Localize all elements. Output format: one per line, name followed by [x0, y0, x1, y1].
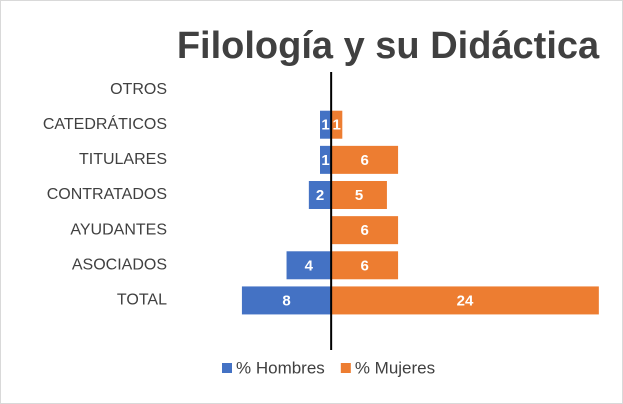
y-tick-label: AYUDANTES	[70, 221, 167, 238]
legend-label: % Mujeres	[355, 358, 435, 377]
bar	[331, 251, 399, 280]
data-label: 6	[360, 222, 368, 239]
legend-swatch	[340, 363, 351, 373]
data-label: 4	[305, 257, 314, 274]
bar	[286, 251, 332, 280]
bar	[320, 110, 332, 139]
bar	[331, 145, 399, 174]
y-tick-label: CONTRATADOS	[47, 186, 167, 203]
bar	[320, 145, 332, 174]
y-tick-label: TITULARES	[79, 151, 167, 168]
y-tick-label: CATEDRÁTICOS	[43, 114, 167, 133]
data-label: 24	[457, 292, 474, 309]
y-tick-label: ASOCIADOS	[72, 257, 167, 274]
data-label: 6	[360, 257, 368, 274]
bar	[331, 181, 387, 209]
data-label: 1	[333, 117, 341, 134]
data-label: 1	[321, 152, 329, 169]
data-label: 2	[316, 187, 324, 204]
legend-swatch	[222, 363, 232, 373]
bar	[331, 286, 599, 315]
data-label: 1	[321, 117, 329, 134]
bar	[308, 181, 332, 209]
y-tick-label: TOTAL	[117, 292, 167, 309]
y-tick-label: OTROS	[110, 81, 167, 98]
data-label: 8	[282, 292, 290, 309]
data-label: 0	[331, 82, 339, 99]
data-label: 6	[360, 152, 368, 169]
legend-label: % Hombres	[236, 358, 325, 377]
bar	[241, 286, 332, 315]
data-label: 5	[355, 187, 363, 204]
bar	[331, 216, 399, 245]
bar	[331, 110, 343, 139]
chart-title: Filología y su Didáctica	[177, 25, 600, 67]
